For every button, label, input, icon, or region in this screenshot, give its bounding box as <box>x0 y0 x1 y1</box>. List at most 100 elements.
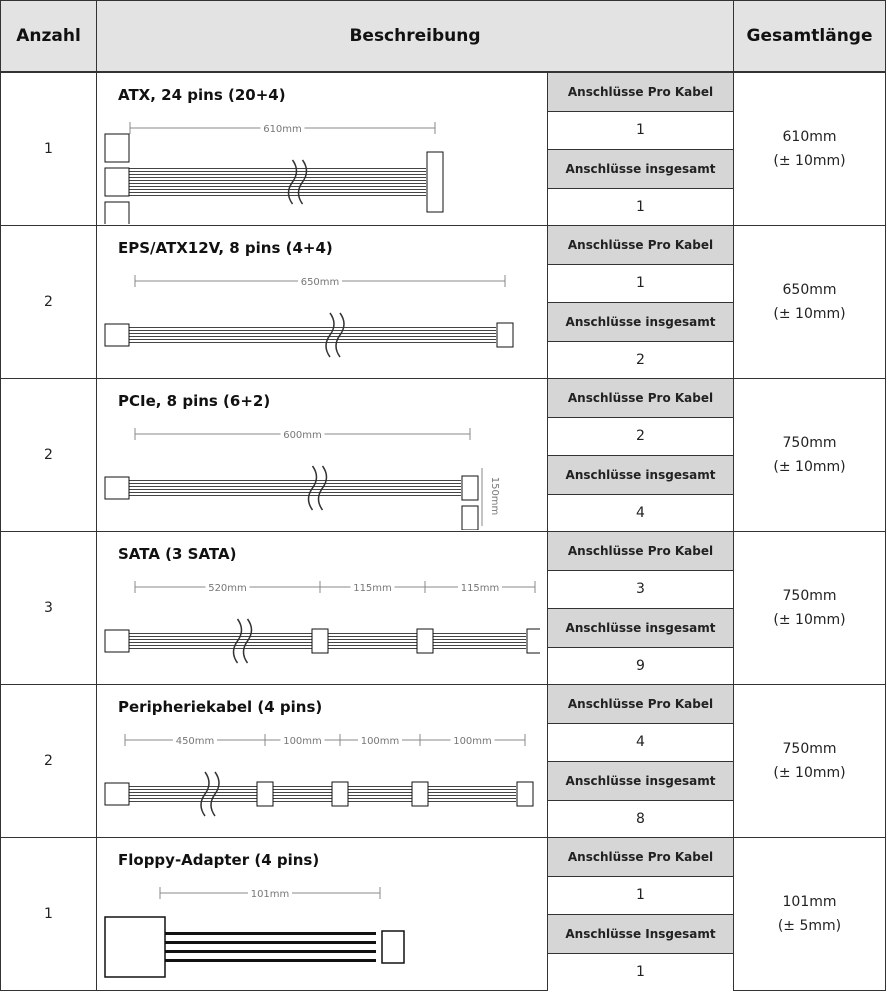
per-cable_label-cell: Anschlüsse Pro Kabel <box>547 378 734 418</box>
break-mark <box>200 771 210 817</box>
per-cable-cell: 1 <box>547 110 734 150</box>
total-label-cell: Anschlüsse insgesamt <box>547 149 734 189</box>
per-cable_label-cell: Anschlüsse Pro Kabel <box>547 684 734 724</box>
total-cell: 1 <box>547 952 734 991</box>
connector <box>104 476 130 500</box>
cable-drawing: 101mm <box>104 886 405 978</box>
break-mark <box>287 159 298 205</box>
break-mark <box>317 465 328 511</box>
label-bg <box>358 733 402 747</box>
cable-title: Peripheriekabel (4 pins) <box>118 698 323 716</box>
length-text: (± 5mm) <box>777 918 842 934</box>
label-bg <box>260 121 305 135</box>
connector <box>104 916 166 978</box>
connector <box>331 781 349 807</box>
cable-drawing: 450mm 100mm 100mm 100mm <box>104 733 534 817</box>
connector <box>104 629 130 653</box>
length-text: (± 10mm) <box>773 459 846 475</box>
length-text: (± 10mm) <box>773 612 846 628</box>
break-mark <box>242 618 253 664</box>
cable-drawing: 650mm <box>104 274 514 358</box>
connector <box>426 151 444 213</box>
connector <box>256 781 274 807</box>
length-cell: 750mm (± 10mm) <box>733 531 886 685</box>
cable-drawing: 610mm <box>104 121 444 224</box>
break-mark <box>232 618 243 664</box>
total-cell: 9 <box>547 646 734 686</box>
connector <box>461 505 479 530</box>
connector <box>496 322 514 348</box>
connector <box>381 930 405 964</box>
label-bg <box>248 886 292 900</box>
break-mark <box>297 159 308 205</box>
per-cable-cell: 1 <box>547 263 734 303</box>
per-cable_label-cell: Anschlüsse Pro Kabel <box>547 72 734 112</box>
dimension-label: 101mm <box>251 889 290 900</box>
total-label-cell: Anschlüsse insgesamt <box>547 761 734 801</box>
total-cell: 8 <box>547 799 734 839</box>
dimension-label: 600mm <box>283 430 322 441</box>
length-text: 750mm <box>782 435 837 451</box>
cable-drawing: 600mm 150mm <box>104 427 500 530</box>
dimension-label: 150mm <box>489 477 500 516</box>
length-cell: 650mm (± 10mm) <box>733 225 886 379</box>
cable-title: ATX, 24 pins (20+4) <box>118 86 286 104</box>
length-text: 650mm <box>782 282 837 298</box>
connector <box>461 475 479 501</box>
cable-title: PCIe, 8 pins (6+2) <box>118 392 271 410</box>
connector <box>104 201 130 224</box>
length-cell: 750mm (± 10mm) <box>733 378 886 532</box>
count-cell: 2 <box>0 684 97 838</box>
connector <box>416 628 434 654</box>
label-bg <box>173 733 217 747</box>
dimension-label: 115mm <box>353 583 392 594</box>
per-cable-cell: 2 <box>547 416 734 456</box>
break-mark <box>325 312 335 358</box>
header-cell: Gesamtlänge <box>733 0 886 72</box>
label-bg <box>280 427 325 441</box>
dimension-label: 650mm <box>301 277 340 288</box>
label-bg <box>450 733 495 747</box>
label-bg <box>205 580 250 594</box>
length-cell: 101mm (± 5mm) <box>733 837 886 991</box>
connector <box>311 628 329 654</box>
length-cell: 750mm (± 10mm) <box>733 684 886 838</box>
header-cell: Beschreibung <box>96 0 734 72</box>
length-text: 750mm <box>782 588 837 604</box>
dimension-label: 520mm <box>208 583 247 594</box>
total-cell: 4 <box>547 493 734 533</box>
cable-title: SATA (3 SATA) <box>118 545 237 563</box>
count-cell: 1 <box>0 72 97 226</box>
per-cable_label-cell: Anschlüsse Pro Kabel <box>547 837 734 877</box>
connector <box>104 323 130 347</box>
length-text: (± 10mm) <box>773 765 846 781</box>
dimension-label: 100mm <box>453 736 492 747</box>
dimension-label: 610mm <box>263 124 302 135</box>
length-text: 750mm <box>782 741 837 757</box>
per-cable-cell: 1 <box>547 875 734 915</box>
cable-title: Floppy-Adapter (4 pins) <box>118 851 320 869</box>
total-cell: 1 <box>547 187 734 227</box>
label-bg <box>298 274 342 288</box>
break-mark <box>335 312 345 358</box>
total-label-cell: Anschlüsse insgesamt <box>547 455 734 495</box>
connector <box>104 133 130 163</box>
total-label-cell: Anschlüsse insgesamt <box>547 608 734 648</box>
break-mark <box>210 771 220 817</box>
connector <box>104 782 130 806</box>
connector <box>516 781 534 807</box>
count-cell: 1 <box>0 837 97 991</box>
dimension-label: 115mm <box>461 583 500 594</box>
length-text: (± 10mm) <box>773 153 846 169</box>
connector <box>104 167 130 197</box>
length-text: 101mm <box>782 894 837 910</box>
length-text: (± 10mm) <box>773 306 846 322</box>
per-cable-cell: 4 <box>547 722 734 762</box>
count-cell: 3 <box>0 531 97 685</box>
label-bg <box>458 580 502 594</box>
count-cell: 2 <box>0 378 97 532</box>
per-cable_label-cell: Anschlüsse Pro Kabel <box>547 225 734 265</box>
length-cell: 610mm (± 10mm) <box>733 72 886 226</box>
total-cell: 2 <box>547 340 734 380</box>
